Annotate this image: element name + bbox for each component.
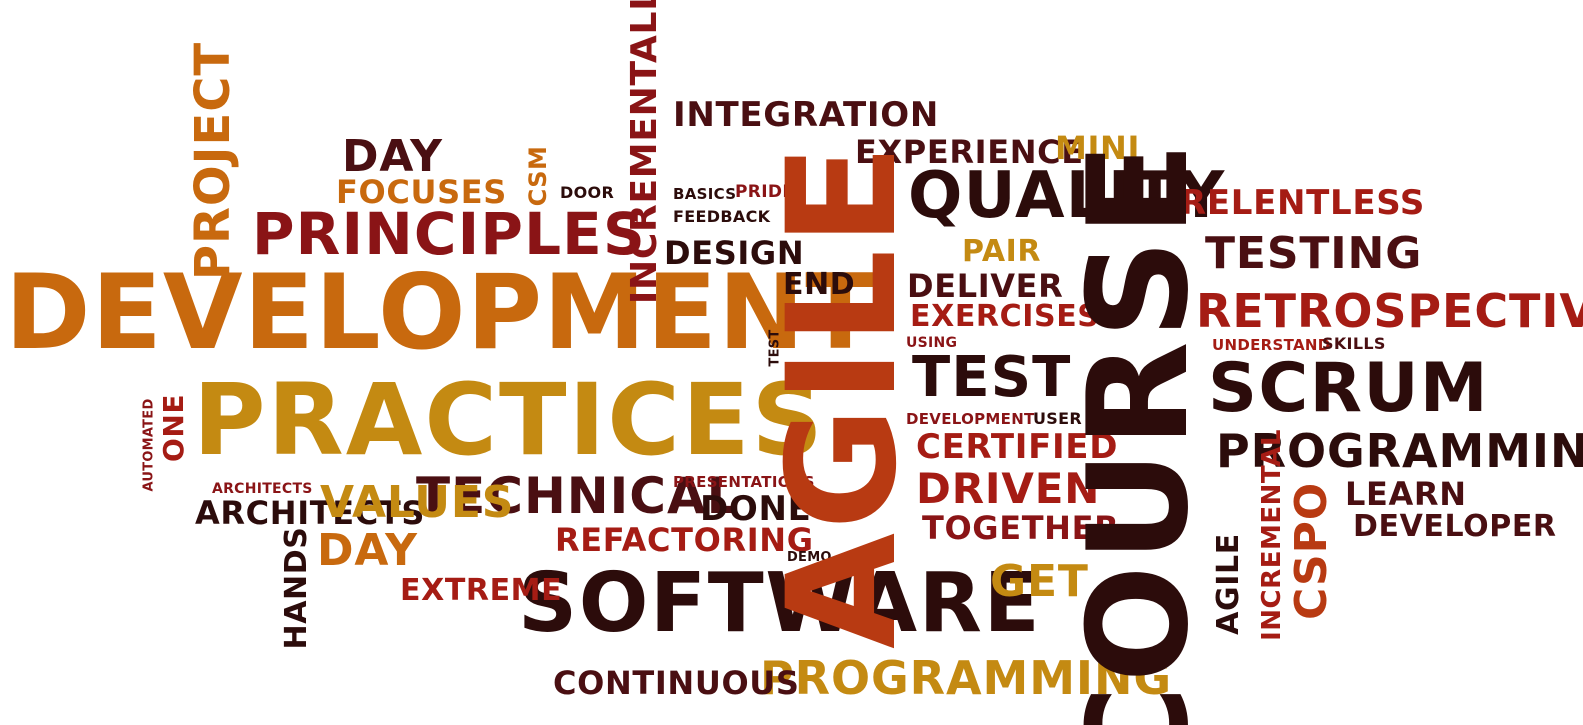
word-together: TOGETHER (922, 509, 1120, 547)
word-csm: CSM (524, 145, 552, 207)
word-feedback: FEEDBACK (673, 207, 771, 226)
word-focuses: FOCUSES (336, 173, 507, 211)
word-testing: TESTING (1205, 228, 1423, 279)
word-one: ONE (157, 393, 190, 463)
word-test-small: TEST (767, 329, 783, 367)
word-quality: QUALITY (908, 159, 1226, 233)
word-extreme: DAY (317, 525, 418, 576)
word-values: ARCHITECTS (195, 494, 426, 532)
word-agile-large: AGILE (756, 140, 930, 650)
word-user: USER (1033, 409, 1083, 428)
word-programming-orange: PROGRAMMING (760, 651, 1173, 705)
word-driven: DRIVEN (916, 464, 1101, 513)
word-programming-dark: PROGRAMMING (1216, 424, 1583, 478)
word-pride: PRIDE (735, 182, 795, 202)
word-refactoring: REFACTORING (555, 521, 814, 559)
word-design: DESIGN (664, 234, 805, 272)
word-cspo: INCREMENTAL (1257, 429, 1287, 641)
word-skills: SKILLS (1322, 334, 1386, 353)
word-project: PROJECT (185, 41, 241, 281)
word-test-large: TEST (912, 345, 1072, 410)
word-end: END (783, 267, 856, 302)
word-get: GET (990, 556, 1089, 607)
word-retrospective: RETROSPECTIVE (1196, 284, 1583, 338)
word-scrum: SCRUM (1208, 349, 1489, 428)
word-certified: CERTIFIED (916, 427, 1119, 467)
word-fun: DEVELOPER (1353, 509, 1557, 544)
word-technical: TECHNICAL (416, 467, 740, 525)
word-relentless: RELENTLESS (1180, 183, 1426, 223)
word-agile-small: HANDS (279, 526, 314, 650)
word-basics: BASICS (673, 185, 737, 203)
word-practices: PRACTICES (193, 363, 825, 478)
word-incremental: AGILE (1211, 533, 1246, 635)
word-course: COURSE (1058, 139, 1219, 725)
word-pair: PAIR (962, 234, 1042, 269)
word-continuous: CONTINUOUS (553, 664, 800, 702)
word-deliver: DELIVER (907, 267, 1064, 305)
word-automated: AUTOMATED (141, 398, 157, 492)
word-integration: INTEGRATION (673, 95, 939, 135)
word-mini: MINI (1055, 129, 1140, 167)
word-development-large: DEVELOPMENT (5, 253, 877, 373)
word-understand: UNDERSTAND (1212, 336, 1331, 354)
word-exercises: EXERCISES (910, 299, 1100, 334)
word-demo: DEMO (787, 550, 832, 565)
word-day-top: DAY (342, 131, 443, 182)
word-experience: EXPERIENCE (855, 133, 1084, 171)
word-presentations: PRESENTATIONS (673, 473, 815, 491)
word-developer: LEARN (1345, 475, 1467, 513)
word-incrementally: INCREMENTALLY (624, 0, 665, 305)
word-hands: EXTREME (400, 573, 563, 608)
word-development-small: DEVELOPMENT (906, 410, 1035, 428)
word-software: SOFTWARE (518, 556, 1042, 651)
word-learn: CSPO (1286, 482, 1337, 620)
word-day-bottom: VALUES (320, 477, 515, 528)
word-door: DOOR (560, 183, 615, 202)
word-done: DONE (700, 489, 812, 529)
word-architects: ARCHITECTS (212, 481, 313, 497)
word-principles: PRINCIPLES (252, 200, 646, 268)
word-using: USING (906, 335, 958, 351)
